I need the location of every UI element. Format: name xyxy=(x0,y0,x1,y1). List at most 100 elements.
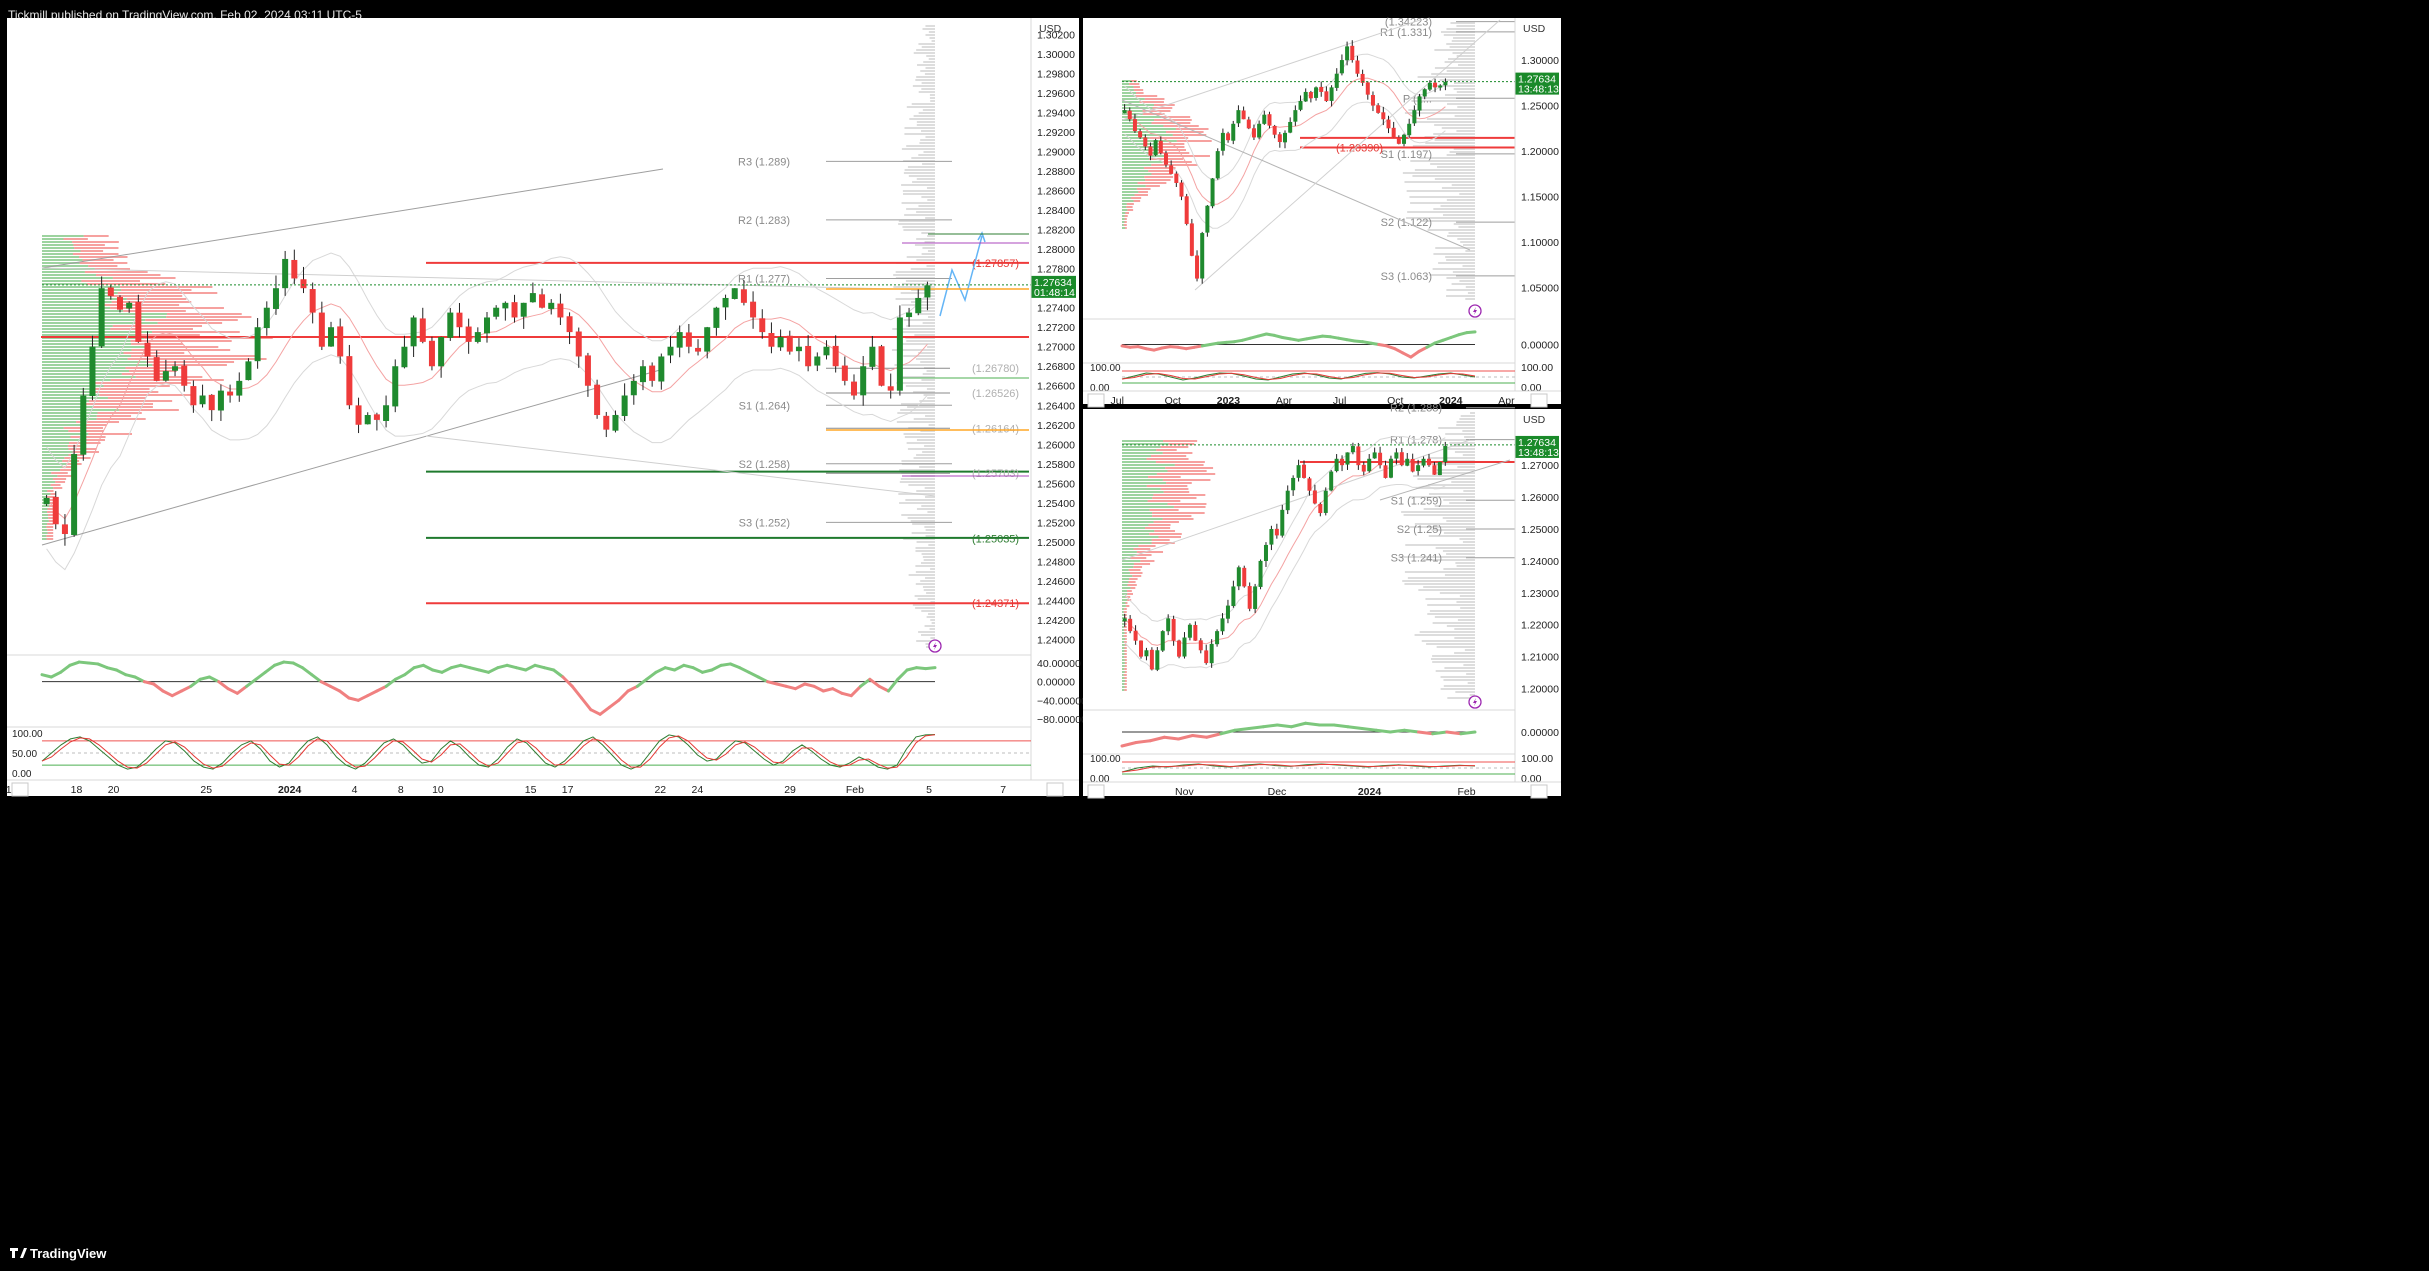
volume-bar-grey xyxy=(1454,652,1475,654)
candle-body xyxy=(1169,165,1174,174)
candle-body xyxy=(309,289,316,313)
volume-bar-grey xyxy=(1457,619,1475,621)
oscillator-segment xyxy=(105,666,118,672)
volume-bar-grey xyxy=(1434,124,1475,126)
volume-bar-grey xyxy=(1417,76,1475,78)
candle-body xyxy=(1272,125,1277,135)
volume-bar-grey xyxy=(1429,457,1475,459)
volume-bar-grey xyxy=(920,580,935,582)
volume-bar-up xyxy=(42,310,124,312)
volume-bar-down xyxy=(131,343,183,345)
auto-scale-button[interactable] xyxy=(1046,782,1064,797)
volume-bar-grey xyxy=(1448,232,1475,234)
volume-bar-grey xyxy=(1457,238,1475,240)
volume-bar-grey xyxy=(924,487,935,489)
volume-bar-down xyxy=(1162,161,1192,163)
volume-bar-up xyxy=(1122,461,1156,463)
volume-bar-grey xyxy=(1432,463,1475,465)
candle-body xyxy=(566,316,573,333)
volume-bar-up xyxy=(1122,497,1153,499)
volume-bar-down xyxy=(1136,188,1151,190)
volume-bar-grey xyxy=(1415,487,1475,489)
volume-bar-grey xyxy=(927,346,935,348)
oscillator-segment xyxy=(245,677,258,688)
volume-bar-grey xyxy=(1463,490,1475,492)
candle-body xyxy=(291,259,298,279)
volume-bar-down xyxy=(1146,485,1188,487)
volume-bar-up xyxy=(1122,464,1175,466)
auto-scale-button[interactable] xyxy=(1530,393,1548,408)
price-tick-label: 1.29800 xyxy=(1037,69,1075,81)
volume-bar-up xyxy=(42,472,52,474)
lightning-icon-bolt xyxy=(1473,307,1477,315)
price-tick-label: 1.27200 xyxy=(1037,322,1075,334)
candle-body xyxy=(1205,205,1210,233)
volume-bar-up xyxy=(1122,641,1125,643)
candle-body xyxy=(777,336,784,348)
volume-bar-grey xyxy=(896,421,935,423)
volume-bar-grey xyxy=(1403,514,1475,516)
volume-bar-grey xyxy=(915,550,935,552)
lightning-icon[interactable] xyxy=(1468,695,1482,709)
volume-bar-grey xyxy=(916,454,935,456)
volume-bar-up xyxy=(1122,446,1161,448)
volume-bar-grey xyxy=(913,391,935,393)
oscillator-segment xyxy=(496,663,509,670)
volume-bar-grey xyxy=(898,223,935,225)
time-tick-label: Feb xyxy=(846,784,864,796)
volume-bar-grey xyxy=(919,466,935,468)
candle-body xyxy=(1399,452,1404,466)
volume-bar-grey xyxy=(1458,64,1475,66)
time-tick-label: Oct xyxy=(1165,395,1181,407)
candle-body xyxy=(557,303,564,318)
zoom-reset-button[interactable] xyxy=(11,782,29,797)
oscillator-segment xyxy=(449,663,463,670)
volume-bar-up xyxy=(42,244,74,246)
price-tick-label: 1.25600 xyxy=(1037,478,1075,490)
time-tick-label: 2024 xyxy=(1439,395,1463,407)
volume-bar-grey xyxy=(918,154,935,156)
oscillator-segment xyxy=(905,666,918,672)
price-tick-label: 1.27800 xyxy=(1037,264,1075,276)
oscillator-segment xyxy=(431,668,444,674)
lightning-icon[interactable] xyxy=(928,639,942,653)
oscillator-segment xyxy=(738,666,751,674)
volume-bar-grey xyxy=(926,616,935,618)
candle-body xyxy=(1257,123,1262,138)
volume-bar-up xyxy=(1122,656,1125,658)
volume-bar-grey xyxy=(920,139,935,141)
candle-body xyxy=(438,336,445,367)
volume-bar-grey xyxy=(1451,184,1475,186)
volume-bar-grey xyxy=(1446,553,1475,555)
volume-bar-up xyxy=(1122,686,1125,688)
zoom-reset-button[interactable] xyxy=(1087,393,1105,408)
volume-bar-up xyxy=(1122,200,1134,202)
volume-bar-down xyxy=(1165,131,1204,133)
candle-body xyxy=(887,386,894,391)
auto-scale-button[interactable] xyxy=(1530,784,1548,799)
volume-bar-up xyxy=(1122,191,1139,193)
volume-bar-down xyxy=(47,529,54,531)
candle-body xyxy=(208,394,215,411)
oscillator-segment xyxy=(868,677,881,688)
volume-bar-up xyxy=(42,319,146,321)
volume-bar-grey xyxy=(925,415,935,417)
volume-bar-down xyxy=(1158,536,1181,538)
zoom-reset-button[interactable] xyxy=(1087,784,1105,799)
volume-bar-grey xyxy=(928,544,935,546)
candle-body xyxy=(1443,81,1448,86)
oscillator-segment xyxy=(477,668,490,674)
volume-bar-grey xyxy=(930,637,935,639)
candle-body xyxy=(355,405,362,425)
candle-body xyxy=(1242,567,1247,587)
volume-bar-grey xyxy=(908,484,935,486)
lightning-icon[interactable] xyxy=(1468,304,1482,318)
volume-bar-up xyxy=(1122,611,1124,613)
volume-bar-grey xyxy=(1429,274,1475,276)
volume-bar-grey xyxy=(1449,502,1475,504)
volume-bar-up xyxy=(1122,635,1124,637)
volume-bar-up xyxy=(42,424,81,426)
volume-bar-grey xyxy=(1401,511,1475,513)
candle-body xyxy=(392,366,399,407)
price-tick-label: 1.25200 xyxy=(1037,517,1075,529)
